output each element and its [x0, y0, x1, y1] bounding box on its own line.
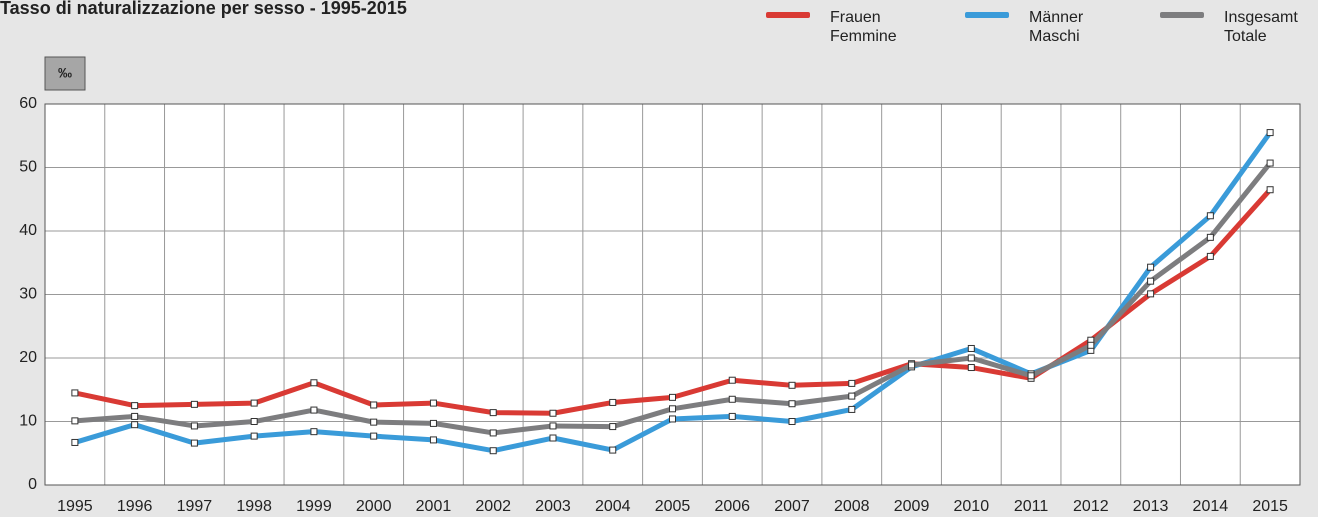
- chart-title: Tasso di naturalizzazione per sesso - 19…: [0, 0, 407, 18]
- plot-border: [44, 103, 1301, 486]
- y-tick-label: 60: [19, 95, 37, 112]
- x-tick-label: 2010: [954, 498, 990, 515]
- point-marker: [1206, 233, 1214, 241]
- y-tick-label: 30: [19, 286, 37, 303]
- point-marker: [71, 438, 79, 446]
- point-marker: [609, 446, 617, 454]
- point-marker: [71, 389, 79, 397]
- point-marker: [1087, 341, 1095, 349]
- x-tick-label: 2005: [655, 498, 691, 515]
- point-marker: [190, 400, 198, 408]
- point-marker: [549, 422, 557, 430]
- point-marker: [728, 376, 736, 384]
- x-tick-label: 2003: [535, 498, 571, 515]
- x-tick-label: 2011: [1014, 498, 1049, 515]
- y-tick-label: 40: [19, 222, 37, 239]
- point-marker: [848, 379, 856, 387]
- legend-label: Insgesamt Totale: [1224, 9, 1298, 45]
- point-marker: [728, 412, 736, 420]
- point-marker: [131, 412, 139, 420]
- x-tick-label: 1996: [117, 498, 153, 515]
- point-marker: [549, 434, 557, 442]
- point-marker: [429, 436, 437, 444]
- point-marker: [131, 421, 139, 429]
- point-marker: [788, 400, 796, 408]
- unit-box: [44, 56, 86, 91]
- point-marker: [489, 409, 497, 417]
- point-marker: [429, 399, 437, 407]
- point-marker: [131, 402, 139, 410]
- point-marker: [310, 406, 318, 414]
- y-tick-label: 50: [19, 159, 37, 176]
- point-marker: [908, 361, 916, 369]
- point-marker: [1147, 290, 1155, 298]
- x-tick-label: 1999: [296, 498, 332, 515]
- point-marker: [549, 409, 557, 417]
- point-marker: [669, 393, 676, 401]
- y-tick-label: 0: [28, 476, 37, 493]
- x-tick-label: 2000: [356, 498, 392, 515]
- point-marker: [728, 395, 736, 403]
- legend-swatch: [1160, 12, 1204, 18]
- point-marker: [967, 364, 975, 372]
- point-marker: [848, 392, 856, 400]
- legend-label: Männer Maschi: [1029, 9, 1084, 45]
- x-tick-label: 2014: [1193, 498, 1229, 515]
- x-tick-label: 2001: [416, 498, 452, 515]
- x-tick-label: 2009: [894, 498, 930, 515]
- point-marker: [1027, 372, 1035, 380]
- point-marker: [310, 379, 318, 387]
- x-tick-label: 2006: [714, 498, 750, 515]
- y-tick-label: 20: [19, 349, 37, 366]
- point-marker: [370, 432, 378, 440]
- x-tick-label: 2008: [834, 498, 870, 515]
- point-marker: [1266, 159, 1274, 167]
- point-marker: [250, 418, 258, 425]
- point-marker: [669, 405, 676, 413]
- point-marker: [848, 405, 856, 413]
- point-marker: [489, 429, 497, 437]
- x-tick-label: 1997: [177, 498, 213, 515]
- legend-swatch: [766, 12, 810, 18]
- x-tick-label: 1998: [236, 498, 272, 515]
- x-tick-label: 2002: [475, 498, 511, 515]
- point-marker: [609, 398, 617, 406]
- point-marker: [1147, 277, 1155, 285]
- x-tick-label: 2007: [774, 498, 810, 515]
- x-tick-label: 2013: [1133, 498, 1169, 515]
- point-marker: [429, 419, 437, 427]
- x-tick-label: 2004: [595, 498, 631, 515]
- legend-label: Frauen Femmine: [830, 9, 897, 45]
- point-marker: [967, 354, 975, 362]
- unit-label: ‰: [58, 65, 72, 81]
- point-marker: [190, 422, 198, 430]
- x-tick-label: 1995: [57, 498, 93, 515]
- legend-swatch: [965, 12, 1009, 18]
- point-marker: [1266, 186, 1274, 194]
- x-tick-label: 2015: [1252, 498, 1288, 515]
- point-marker: [609, 423, 617, 431]
- point-marker: [1266, 129, 1274, 137]
- y-tick-label: 10: [19, 413, 37, 430]
- point-marker: [788, 381, 796, 389]
- point-marker: [1147, 263, 1155, 271]
- point-marker: [1206, 212, 1214, 220]
- point-marker: [370, 401, 378, 409]
- point-marker: [310, 428, 318, 436]
- point-marker: [71, 417, 79, 425]
- point-marker: [1206, 252, 1214, 260]
- point-marker: [190, 439, 198, 447]
- point-marker: [489, 447, 497, 455]
- point-marker: [250, 432, 258, 440]
- point-marker: [967, 344, 975, 352]
- x-tick-label: 2012: [1073, 498, 1109, 515]
- point-marker: [788, 418, 796, 425]
- point-marker: [370, 418, 378, 426]
- point-marker: [669, 415, 676, 423]
- point-marker: [250, 399, 258, 407]
